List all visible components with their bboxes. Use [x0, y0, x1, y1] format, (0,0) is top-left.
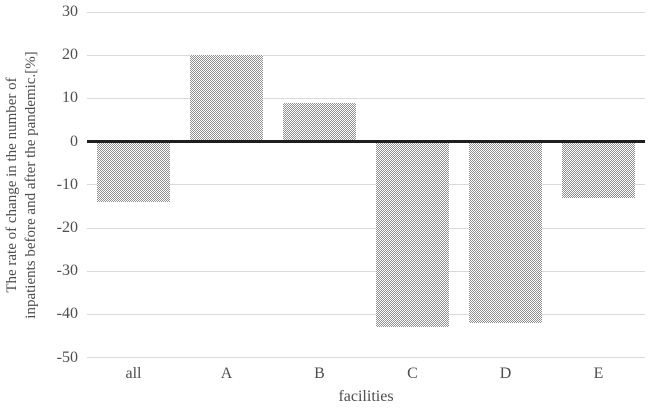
- y-tick-label--40: -40: [56, 305, 78, 323]
- x-axis-title: facilities: [338, 388, 394, 405]
- y-tick-label-0: 0: [70, 132, 78, 150]
- gridline-y-10: [87, 97, 645, 99]
- x-tick-label-E: E: [593, 365, 604, 382]
- x-tick-label-A: A: [220, 365, 233, 382]
- gridline-y-30: [87, 11, 645, 13]
- y-tick-label-10: 10: [62, 89, 78, 107]
- x-tick-label-C: C: [407, 365, 418, 382]
- bar-all: [97, 141, 170, 203]
- bar-C: [376, 141, 449, 328]
- gridline-y--10: [87, 184, 645, 186]
- y-tick-label--20: -20: [56, 219, 78, 236]
- gridline-y--40: [87, 313, 645, 315]
- gridline-y--50: [87, 357, 645, 359]
- gridline-y--20: [87, 227, 645, 229]
- y-tick-label-30: 30: [62, 3, 78, 20]
- y-tick-label--30: -30: [56, 262, 78, 280]
- y-tick-label--50: -50: [56, 348, 78, 366]
- gridline-y-20: [87, 54, 645, 56]
- x-tick-label-D: D: [499, 365, 512, 382]
- y-tick-label--10: -10: [56, 175, 78, 193]
- bar-A: [190, 55, 263, 142]
- gridline-y--30: [87, 270, 645, 272]
- bar-E: [562, 141, 635, 198]
- bar-D: [469, 141, 542, 324]
- y-tick-label-20: 20: [62, 46, 78, 64]
- x-tick-label-all: all: [125, 365, 142, 382]
- bar-B: [283, 102, 356, 142]
- x-axis-zero-line: [87, 140, 645, 144]
- x-tick-label-B: B: [314, 365, 325, 382]
